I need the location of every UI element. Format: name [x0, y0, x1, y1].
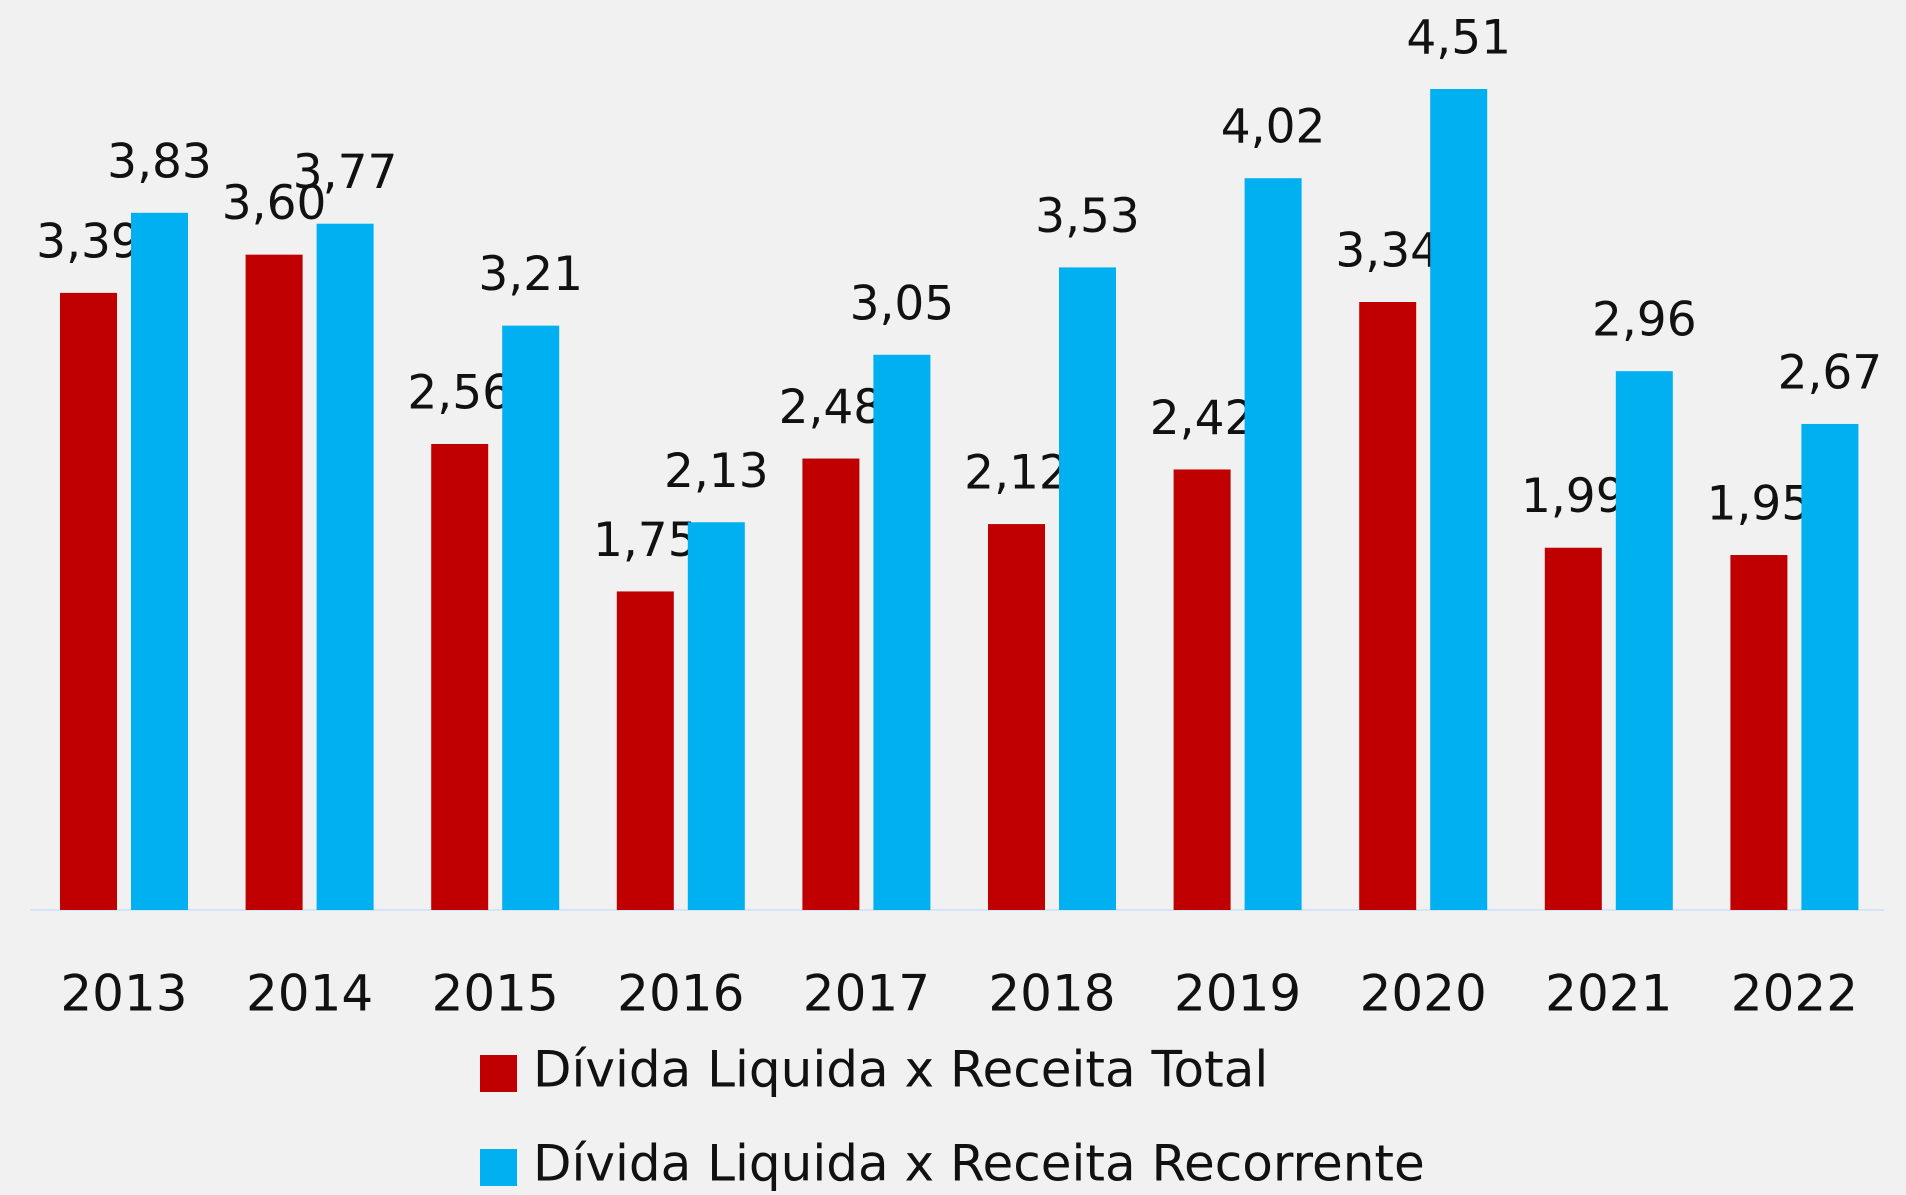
- data-label: 3,53: [1035, 189, 1140, 244]
- data-label: 4,51: [1406, 11, 1511, 66]
- bar: [1244, 178, 1302, 910]
- x-tick-label: 2018: [988, 965, 1115, 1023]
- bar: [616, 591, 674, 910]
- bar: [131, 212, 188, 911]
- bar: [1173, 469, 1231, 910]
- data-label: 2,42: [1150, 391, 1255, 446]
- data-label: 3,34: [1335, 223, 1440, 278]
- data-label: 4,02: [1221, 100, 1326, 155]
- data-label: 3,77: [293, 145, 398, 200]
- x-tick-label: 2016: [617, 965, 744, 1023]
- bar: [245, 254, 303, 911]
- data-label: 3,83: [107, 134, 212, 189]
- data-label: 3,05: [850, 276, 955, 331]
- bar: [1059, 267, 1116, 910]
- bar: [1359, 301, 1417, 910]
- bar: [1801, 423, 1859, 910]
- bar: [802, 458, 860, 910]
- x-tick-label: 2019: [1174, 965, 1301, 1023]
- bar: [1615, 371, 1673, 910]
- data-label: 3,60: [222, 176, 327, 231]
- data-label: 2,56: [407, 365, 512, 420]
- data-label: 1,75: [593, 513, 698, 568]
- data-label: 2,12: [964, 446, 1069, 501]
- legend-swatch: [480, 1055, 517, 1092]
- data-label: 2,67: [1778, 345, 1883, 400]
- x-tick-label: 2021: [1545, 965, 1672, 1023]
- x-tick-label: 2020: [1360, 965, 1487, 1023]
- x-tick-label: 2015: [432, 965, 559, 1023]
- bar: [687, 522, 745, 910]
- legend-label: Dívida Liquida x Receita Total: [533, 1041, 1268, 1099]
- data-label: 1,99: [1521, 469, 1626, 524]
- bar: [60, 292, 117, 910]
- x-tick-label: 2013: [60, 965, 187, 1023]
- data-label: 2,48: [779, 380, 884, 435]
- data-label: 2,13: [664, 444, 769, 499]
- legend-swatch: [480, 1149, 517, 1186]
- bar: [988, 524, 1045, 910]
- bar: [1730, 555, 1788, 910]
- data-label: 2,96: [1592, 293, 1697, 348]
- x-tick-label: 2017: [803, 965, 930, 1023]
- bar: [1430, 89, 1488, 910]
- bar: [1544, 547, 1602, 910]
- data-label: 3,21: [478, 247, 583, 302]
- bar: [502, 325, 560, 911]
- bar: [431, 443, 489, 910]
- data-label: 3,39: [36, 214, 141, 269]
- x-tick-label: 2014: [246, 965, 373, 1023]
- legend-label: Dívida Liquida x Receita Recorrente: [533, 1135, 1425, 1193]
- bar: [316, 223, 374, 910]
- data-label: 1,95: [1707, 477, 1812, 532]
- bar: [873, 354, 931, 910]
- x-tick-label: 2022: [1731, 965, 1858, 1023]
